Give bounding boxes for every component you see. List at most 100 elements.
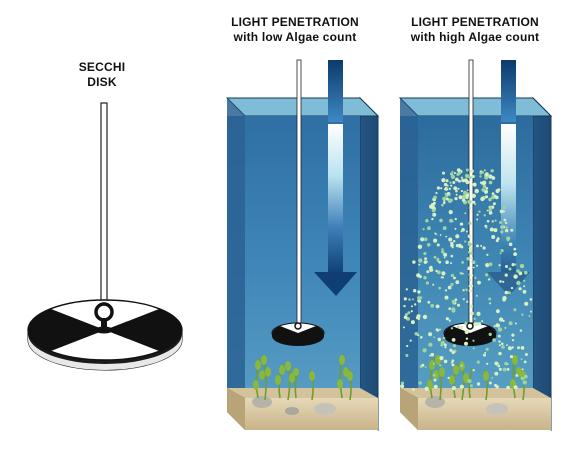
tank-high-sediment	[418, 398, 551, 430]
algae-particle	[412, 298, 414, 301]
algae-particle	[425, 260, 428, 264]
high-label-line1: LIGHT PENETRATION	[411, 15, 539, 29]
algae-particle	[410, 320, 415, 325]
algae-particle	[476, 360, 480, 364]
algae-particle	[443, 182, 448, 187]
algae-particle	[467, 234, 472, 239]
algae-particle	[432, 212, 437, 217]
algae-particle	[490, 169, 494, 173]
algae-particle	[474, 188, 479, 194]
algae-particle	[433, 195, 437, 200]
algae-particle	[472, 182, 477, 187]
algae-particle	[468, 248, 473, 252]
algae-particle	[465, 168, 469, 172]
algae-particle	[494, 219, 497, 222]
algae-particle	[426, 243, 431, 247]
algae-particle	[438, 286, 442, 290]
algae-particle	[459, 384, 464, 389]
algae-particle	[488, 180, 493, 185]
algae-particle	[418, 381, 422, 385]
tank-low-arrow-top	[328, 60, 343, 122]
algae-particle	[476, 213, 479, 216]
algae-particle	[417, 244, 423, 249]
algae-particle	[432, 283, 435, 286]
algae-particle	[435, 191, 438, 195]
algae-particle	[519, 329, 523, 332]
algae-particle	[417, 290, 421, 294]
algae-particle	[504, 290, 509, 295]
algae-particle	[464, 341, 468, 346]
algae-particle	[444, 295, 449, 300]
algae-particle	[406, 344, 409, 348]
algae-particle	[513, 247, 517, 251]
algae-particle	[410, 305, 413, 308]
algae-particle	[488, 262, 493, 267]
algae-particle	[439, 218, 443, 223]
algae-particle	[461, 198, 466, 202]
algae-particle	[486, 209, 489, 212]
algae-particle	[433, 384, 438, 389]
algae-particle	[500, 249, 504, 253]
algae-particle	[468, 284, 471, 288]
algae-particle	[502, 297, 506, 302]
algae-particle	[468, 221, 472, 225]
algae-particle	[506, 239, 510, 242]
algae-particle	[402, 326, 405, 329]
algae-particle	[506, 368, 510, 371]
algae-particle	[451, 350, 455, 355]
algae-particle	[414, 303, 417, 306]
algae-particle	[495, 189, 500, 193]
algae-particle	[503, 218, 507, 222]
algae-particle	[500, 225, 504, 230]
algae-particle	[461, 272, 464, 275]
algae-particle	[502, 367, 507, 372]
algae-particle	[495, 239, 499, 243]
algae-particle	[437, 337, 442, 342]
algae-particle	[450, 282, 454, 287]
algae-particle	[481, 188, 486, 192]
algae-particle	[524, 270, 528, 275]
tank-low-rock	[252, 396, 272, 408]
algae-particle	[435, 269, 438, 273]
algae-particle	[515, 374, 519, 377]
algae-particle	[505, 265, 508, 268]
algae-particle	[426, 270, 430, 274]
tank-low-arrow-head	[314, 272, 357, 296]
algae-particle	[492, 202, 496, 206]
tank-high-algae-particles	[400, 168, 533, 391]
algae-particle	[448, 199, 452, 204]
algae-particle	[403, 304, 406, 308]
algae-particle	[498, 367, 502, 371]
algae-particle	[465, 230, 468, 233]
algae-particle	[518, 287, 522, 291]
algae-particle	[432, 373, 436, 377]
tank-high-side	[532, 96, 552, 432]
algae-particle	[422, 314, 428, 320]
algae-particle	[484, 351, 487, 354]
algae-particle	[484, 224, 488, 228]
algae-particle	[494, 361, 499, 366]
algae-particle	[513, 385, 518, 390]
algae-particle	[431, 208, 436, 213]
algae-particle	[471, 274, 474, 277]
algae-particle	[488, 174, 493, 179]
algae-particle	[493, 228, 498, 233]
algae-particle	[516, 280, 521, 286]
algae-particle	[465, 173, 469, 178]
algae-particle	[488, 197, 492, 202]
algae-particle	[455, 244, 459, 248]
algae-particle	[457, 303, 460, 307]
algae-particle	[462, 298, 465, 301]
algae-particle	[470, 384, 473, 388]
algae-particle	[489, 206, 493, 210]
algae-particle	[506, 385, 510, 390]
tank-high-arrow-head	[487, 272, 530, 296]
algae-particle	[479, 181, 483, 184]
algae-particle	[530, 310, 532, 313]
algae-particle	[445, 188, 448, 191]
algae-particle	[450, 262, 452, 265]
algae-particle	[464, 212, 467, 215]
algae-particle	[420, 237, 425, 242]
algae-particle	[489, 227, 494, 232]
tank-low-algae	[225, 59, 380, 432]
